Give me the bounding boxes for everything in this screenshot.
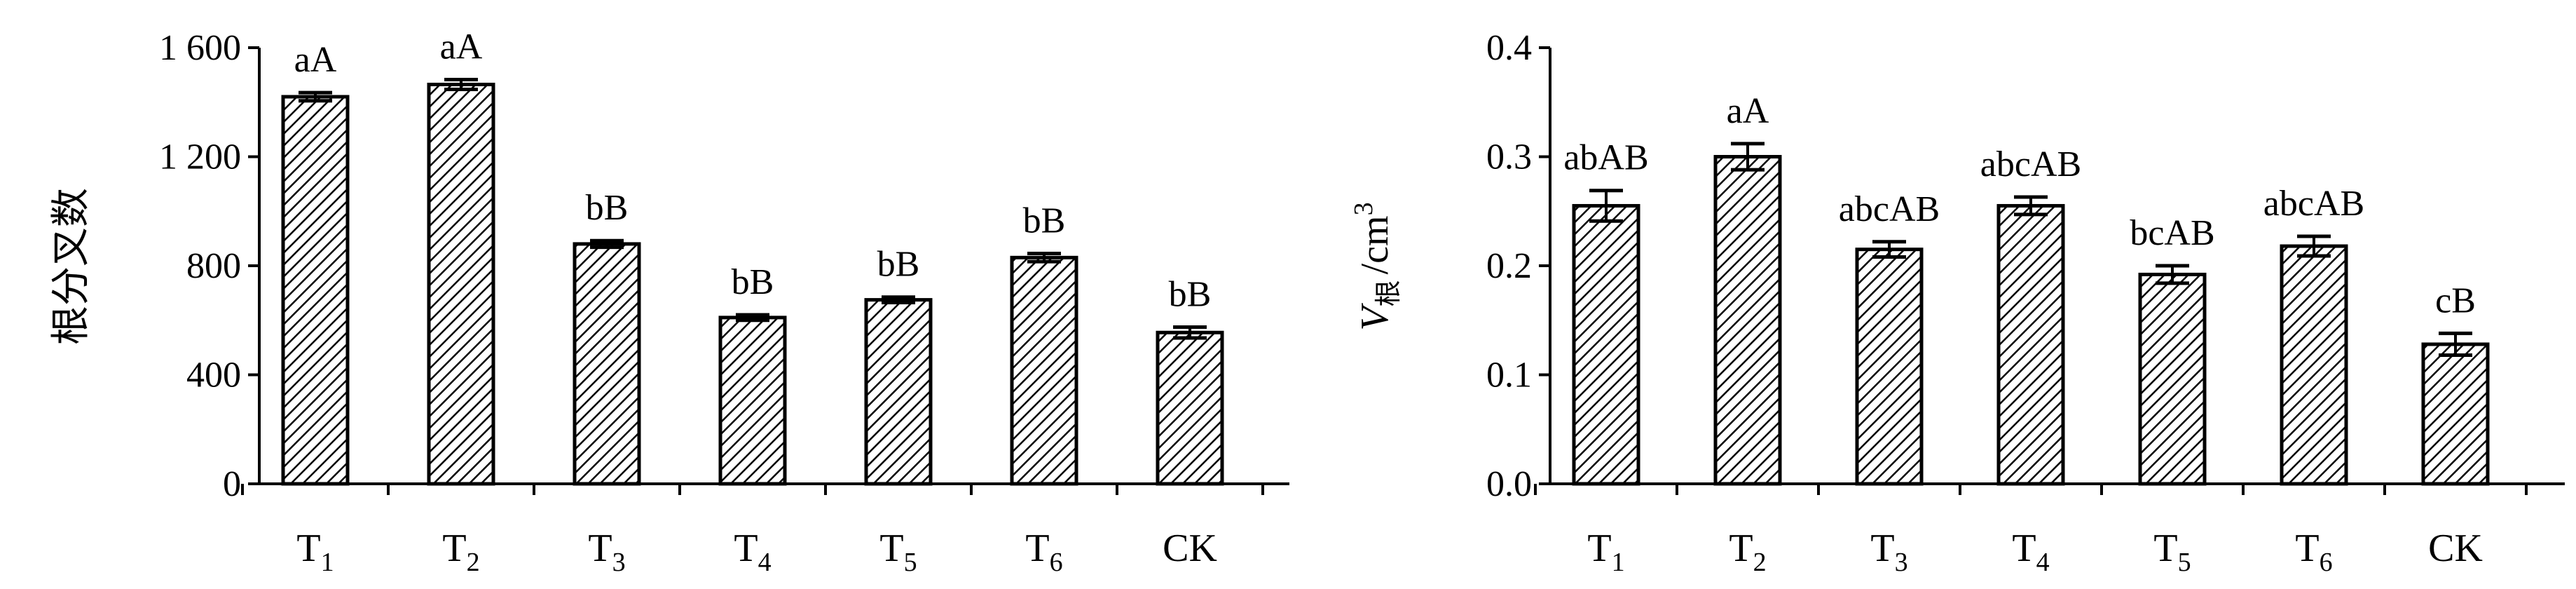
- category-label: T3: [588, 527, 625, 577]
- y-tick-label: 0.3: [1486, 137, 1532, 177]
- category-label: T2: [442, 527, 479, 577]
- bar: [1855, 248, 1924, 486]
- significance-label: aA: [294, 40, 337, 80]
- category-label: CK: [2428, 527, 2483, 570]
- y-tick-label: 1 200: [159, 137, 241, 177]
- category-label: T4: [2012, 527, 2049, 577]
- bar: [2138, 272, 2207, 486]
- bar: [1572, 203, 1640, 486]
- significance-label: bB: [732, 262, 774, 302]
- bar: [427, 82, 495, 486]
- y-tick-label: 800: [186, 246, 241, 286]
- category-label: T6: [2295, 527, 2332, 577]
- bar: [1156, 330, 1224, 486]
- significance-label: bB: [1023, 201, 1066, 241]
- significance-label: cB: [2435, 280, 2476, 320]
- y-axis-label: 根分叉数: [50, 188, 93, 345]
- y-tick-label: 0: [223, 464, 241, 504]
- bar: [2280, 244, 2348, 486]
- y-tick-label: 1 600: [159, 28, 241, 68]
- category-label: T5: [879, 527, 917, 577]
- significance-label: aA: [440, 27, 483, 67]
- y-tick-label: 0.1: [1486, 356, 1532, 395]
- bar: [864, 298, 933, 486]
- root-volume-chart: 0.0 0.1 0.2 0.3 0.4 abAB T1 aA T2 abcAB T3 abcAB T4 b…: [1349, 28, 2565, 577]
- root-branch-count-chart: 0 400 800 1 200 1 600 aA T1 aA T2 bB T3 bB T4 bB T5 bB T…: [50, 27, 1289, 577]
- y-axis-label: V根/cm3: [1349, 202, 1404, 330]
- significance-label: bcAB: [2130, 213, 2214, 253]
- category-label: CK: [1163, 527, 1217, 570]
- significance-label: abcAB: [1980, 144, 2081, 184]
- bar: [1010, 255, 1078, 486]
- category-label: T3: [1870, 527, 1907, 577]
- bar: [281, 95, 350, 486]
- significance-label: bB: [1169, 274, 1212, 314]
- bar: [718, 316, 787, 486]
- bar: [1996, 203, 2065, 486]
- significance-label: abAB: [1563, 138, 1648, 178]
- significance-label: bB: [877, 245, 920, 285]
- category-label: T2: [1729, 527, 1766, 577]
- y-tick-label: 0.4: [1486, 28, 1532, 68]
- category-label: T6: [1025, 527, 1062, 577]
- significance-label: aA: [1727, 91, 1769, 131]
- bar: [2421, 342, 2490, 486]
- bar: [1713, 155, 1782, 486]
- category-label: T5: [2153, 527, 2191, 577]
- significance-label: bB: [586, 188, 629, 228]
- bar: [573, 242, 641, 486]
- category-label: T1: [1587, 527, 1624, 577]
- category-label: T1: [296, 527, 334, 577]
- y-tick-label: 0.0: [1486, 464, 1532, 504]
- y-tick-label: 400: [186, 356, 241, 395]
- category-label: T4: [734, 527, 771, 577]
- significance-label: abcAB: [1839, 189, 1940, 229]
- y-tick-label: 0.2: [1486, 246, 1532, 286]
- significance-label: abcAB: [2263, 184, 2364, 224]
